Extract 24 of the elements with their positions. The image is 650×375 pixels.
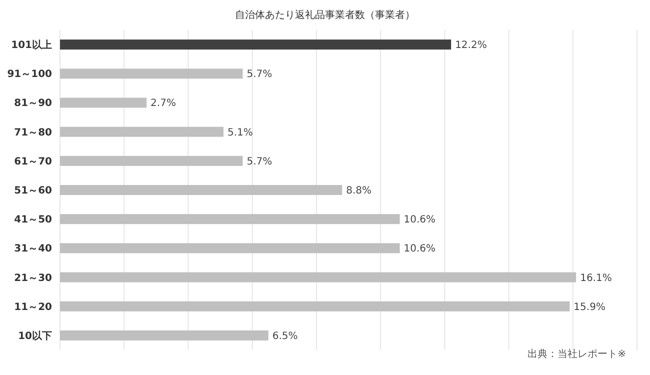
y-tick-label: 81～90 xyxy=(14,98,52,110)
data-label: 5.7% xyxy=(246,69,272,80)
data-label: 5.1% xyxy=(227,127,253,138)
y-tick-label: 41～50 xyxy=(14,214,52,226)
data-label: 6.5% xyxy=(272,330,298,342)
data-label: 2.7% xyxy=(150,98,176,110)
data-label: 8.8% xyxy=(346,186,372,196)
annotation: 出典：当社レポート※ xyxy=(528,348,626,360)
y-tick-label: 91～100 xyxy=(7,69,52,80)
data-label: 5.7% xyxy=(246,156,272,168)
data-label: 16.1% xyxy=(580,272,612,284)
y-tick-label: 71～80 xyxy=(14,127,52,138)
y-tick-label: 10以下 xyxy=(18,330,52,342)
data-label: 12.2% xyxy=(455,40,487,52)
y-tick-label: 51～60 xyxy=(14,186,52,196)
title: 自治体あたり返礼品事業者数（事業者） xyxy=(235,10,415,21)
y-tick-label: 61～70 xyxy=(14,156,52,168)
data-label: 10.6% xyxy=(404,214,436,226)
y-tick-label: 31～40 xyxy=(14,244,52,255)
y-tick-label: 101以上 xyxy=(11,39,52,52)
y-tick-label: 21～30 xyxy=(14,272,52,284)
data-label: 10.6% xyxy=(404,244,436,255)
y-tick-label: 11～20 xyxy=(14,302,52,313)
data-label: 15.9% xyxy=(574,302,606,313)
